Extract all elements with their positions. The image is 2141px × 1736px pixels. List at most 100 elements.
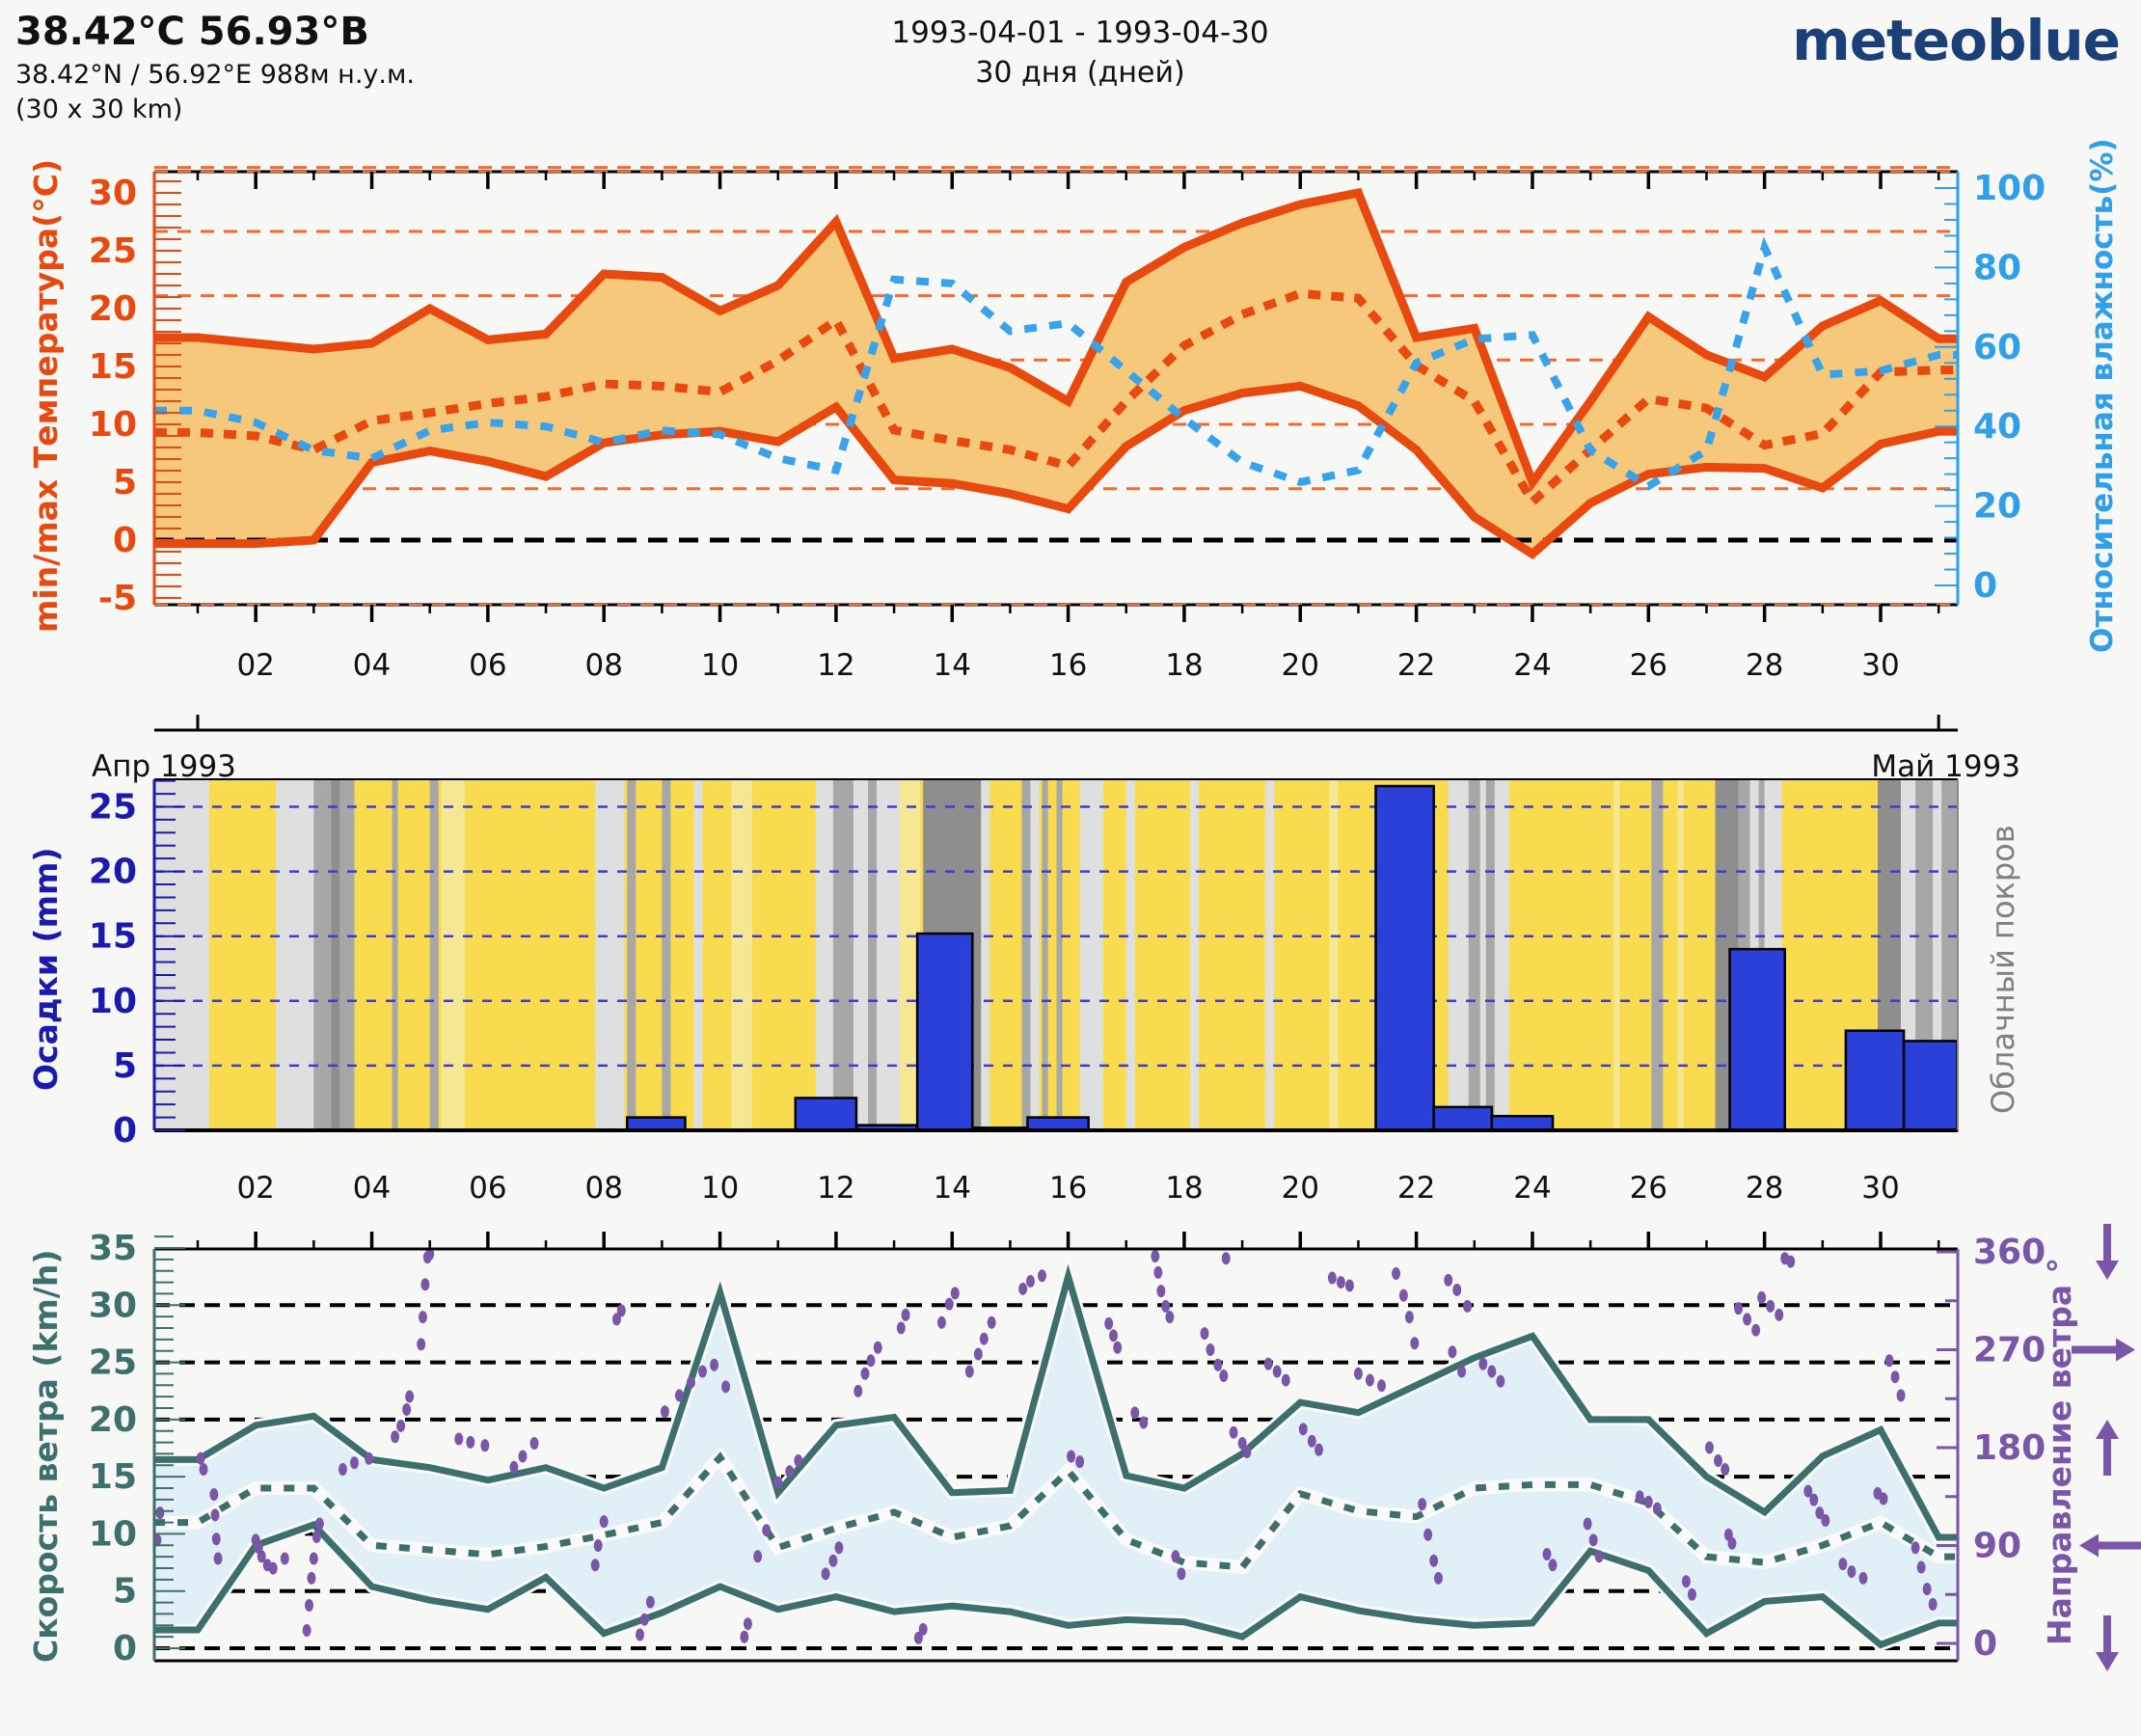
wind-direction-dot bbox=[1398, 1288, 1408, 1302]
wind-direction-dot bbox=[1757, 1290, 1767, 1304]
precipitation-bar bbox=[1728, 947, 1786, 1132]
wind-direction-dot bbox=[1392, 1267, 1401, 1281]
wind-tick-label: 15 bbox=[89, 1457, 137, 1497]
temp-tick-label: 10 bbox=[89, 405, 137, 445]
temp-day-label: 06 bbox=[469, 648, 506, 683]
wind-day-label: 20 bbox=[1282, 1171, 1319, 1206]
precipitation-cloud-chart: 25 20 15 10 5 0 bbox=[89, 778, 1959, 1151]
wind-direction-dot bbox=[1423, 1528, 1433, 1541]
wind-direction-dot bbox=[785, 1465, 795, 1478]
wind-day-label: 06 bbox=[469, 1171, 506, 1206]
wind-direction-dot bbox=[1281, 1373, 1290, 1387]
wind-direction-dot bbox=[944, 1297, 954, 1311]
wind-direction-dot bbox=[1221, 1252, 1231, 1265]
wind-direction-dot bbox=[365, 1451, 374, 1465]
wind-direction-dot bbox=[1815, 1506, 1825, 1520]
wind-direction-dot bbox=[616, 1304, 626, 1317]
wind-direction-dot bbox=[1418, 1498, 1427, 1511]
wind-direction-dot bbox=[1884, 1354, 1894, 1368]
wind-direction-dot bbox=[1237, 1436, 1247, 1450]
mean-temperature-line bbox=[154, 288, 1958, 509]
cloud-cover-segment bbox=[731, 779, 752, 1130]
wind-direction-dot bbox=[309, 1552, 318, 1565]
min-wind-line bbox=[154, 1520, 1958, 1649]
wind-direction-dot bbox=[721, 1380, 731, 1394]
wind-tick-label: 20 bbox=[89, 1400, 137, 1440]
cloud-cover-segment bbox=[331, 779, 340, 1130]
cloud-cover-segment bbox=[662, 779, 671, 1130]
location-coordinates-title: 38.42°C 56.93°B bbox=[15, 10, 369, 54]
max-wind-line bbox=[154, 1263, 1958, 1541]
cloud-cover-segment bbox=[1494, 779, 1509, 1130]
wind-direction-dot bbox=[1272, 1365, 1282, 1378]
wind-day-label: 14 bbox=[934, 1171, 971, 1206]
cloud-cover-segment bbox=[867, 779, 878, 1130]
wind-day-label: 08 bbox=[584, 1171, 622, 1206]
wind-direction-dot bbox=[209, 1487, 219, 1501]
wind-direction-dot bbox=[1743, 1313, 1752, 1326]
direction-tick-label: 360 bbox=[1973, 1233, 2046, 1272]
wind-direction-dot bbox=[1213, 1358, 1223, 1371]
wind-direction-dot bbox=[1687, 1587, 1696, 1601]
cloud-cover-segment bbox=[877, 779, 901, 1130]
wind-direction-dot bbox=[1242, 1446, 1252, 1459]
wind-chart: 35 30 25 20 15 10 5 0 360 270 180 90 0 02 04 06 08 10 12 14… bbox=[89, 1171, 2141, 1671]
wind-direction-dot bbox=[590, 1559, 600, 1572]
meteoblue-logo: meteoblue bbox=[1792, 8, 2121, 73]
cloud-cover-segment bbox=[627, 779, 637, 1130]
wind-direction-dot bbox=[866, 1354, 876, 1368]
cloud-cover-segment bbox=[853, 779, 868, 1130]
cloud-cover-segment bbox=[1485, 779, 1495, 1130]
temp-day-label: 14 bbox=[934, 648, 971, 683]
wind-direction-dot bbox=[1448, 1345, 1457, 1359]
cloud-cover-segment bbox=[154, 779, 210, 1130]
cloud-cover-segment bbox=[339, 779, 355, 1130]
wind-direction-dot bbox=[1130, 1406, 1140, 1420]
wind-direction-dot bbox=[1714, 1454, 1723, 1468]
wind-direction-dot bbox=[307, 1571, 316, 1585]
temp-day-label: 24 bbox=[1513, 648, 1551, 683]
wind-direction-dot bbox=[950, 1287, 960, 1300]
cloud-cover-segment bbox=[1468, 779, 1480, 1130]
wind-direction-dot bbox=[1496, 1374, 1505, 1388]
wind-direction-dot bbox=[896, 1321, 906, 1335]
wind-direction-dot bbox=[402, 1403, 412, 1417]
wind-direction-dot bbox=[305, 1599, 314, 1613]
wind-direction-dot bbox=[1879, 1492, 1888, 1505]
wind-direction-dot bbox=[417, 1338, 426, 1351]
wind-direction-dot bbox=[1067, 1450, 1076, 1463]
temp-tick-label: 15 bbox=[89, 347, 137, 387]
wind-direction-dot bbox=[686, 1375, 695, 1389]
wind-direction-dot bbox=[1542, 1548, 1552, 1561]
precip-tick-label: 0 bbox=[113, 1111, 137, 1151]
cloud-cover-segment bbox=[1042, 779, 1048, 1130]
cloud-cover-segment bbox=[1056, 779, 1063, 1130]
wind-direction-dot bbox=[1263, 1357, 1273, 1370]
wind-tick-label: 25 bbox=[89, 1343, 137, 1383]
precip-tick-label: 20 bbox=[89, 853, 137, 892]
wind-direction-dot bbox=[509, 1460, 519, 1474]
wind-direction-dot bbox=[314, 1517, 324, 1531]
cloud-cover-segment bbox=[1125, 779, 1135, 1130]
temp-day-label: 22 bbox=[1397, 648, 1435, 683]
wind-direction-dot bbox=[1151, 1250, 1160, 1263]
wind-direction-dot bbox=[1751, 1323, 1761, 1337]
wind-direction-dot bbox=[1847, 1565, 1856, 1579]
wind-direction-dot bbox=[1377, 1379, 1387, 1393]
cloud-cover-segment bbox=[595, 779, 625, 1130]
wind-direction-dot bbox=[1171, 1550, 1180, 1563]
wind-direction-dot bbox=[1410, 1337, 1420, 1350]
wind-direction-dot bbox=[1775, 1308, 1784, 1321]
wind-direction-dot bbox=[743, 1617, 752, 1631]
wind-direction-dot bbox=[480, 1439, 490, 1452]
direction-tick-label: 90 bbox=[1973, 1526, 2021, 1565]
wind-direction-arrow-down bbox=[2096, 1615, 2119, 1671]
cloud-cover-segment bbox=[1329, 779, 1339, 1130]
humidity-tick-label: 80 bbox=[1973, 248, 2021, 287]
wind-direction-dot bbox=[396, 1419, 406, 1432]
temp-day-label: 10 bbox=[701, 648, 739, 683]
wind-direction-dot bbox=[529, 1436, 539, 1450]
wind-direction-dot bbox=[1803, 1484, 1813, 1498]
period-length-subtitle: 30 дня (дней) bbox=[975, 56, 1185, 90]
precipitation-bar bbox=[1490, 1114, 1555, 1132]
